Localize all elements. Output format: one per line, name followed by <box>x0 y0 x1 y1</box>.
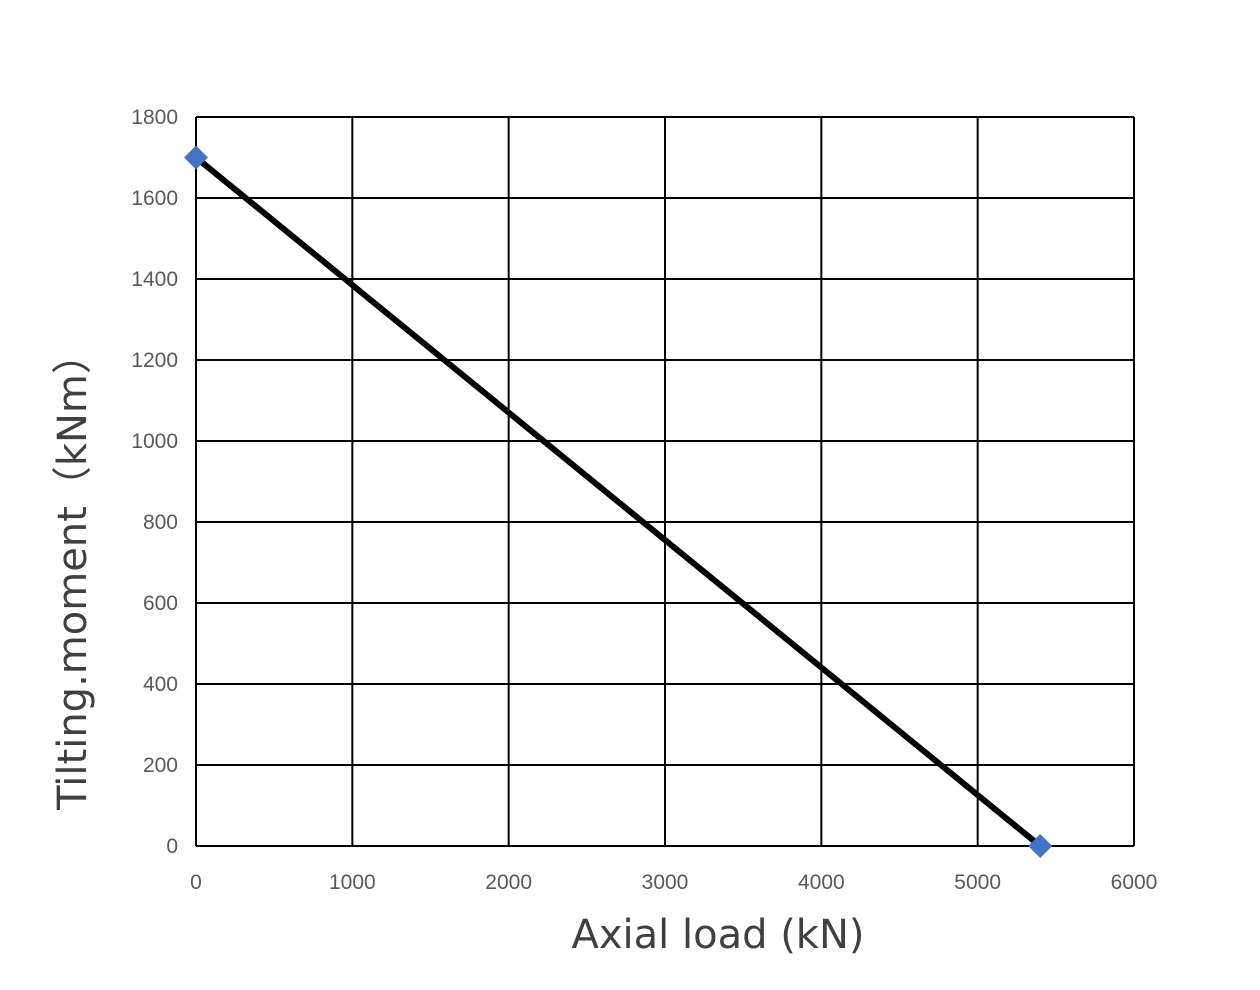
y-tick-label-5: 1000 <box>131 430 178 453</box>
y-axis-title: Tilting.moment（kNm） <box>50 334 96 811</box>
x-tick-label-3: 3000 <box>642 871 689 894</box>
series-line-0 <box>194 155 1043 849</box>
y-tick-label-1: 200 <box>143 754 178 777</box>
y-tick-label-0: 0 <box>166 835 178 858</box>
x-tick-label-1: 1000 <box>329 871 376 894</box>
x-tick-label-6: 6000 <box>1111 871 1158 894</box>
x-tick-label-5: 5000 <box>954 871 1001 894</box>
y-tick-label-8: 1600 <box>131 187 178 210</box>
y-tick-label-6: 1200 <box>131 349 178 372</box>
y-tick-label-7: 1400 <box>131 268 178 291</box>
x-tick-label-0: 0 <box>190 871 202 894</box>
x-tick-label-2: 2000 <box>485 871 532 894</box>
y-tick-labels: 0 200 400 600 800 1000 1200 1400 1600 1800 <box>131 106 178 858</box>
y-tick-label-4: 800 <box>143 511 178 534</box>
data-point-marker-1 <box>1028 834 1053 858</box>
y-tick-label-3: 600 <box>143 592 178 615</box>
x-axis-title: Axial load (kN) <box>572 912 865 958</box>
y-tick-label-2: 400 <box>143 673 178 696</box>
series-group <box>184 145 1053 858</box>
data-point-marker-0 <box>184 145 208 170</box>
y-tick-label-9: 1800 <box>131 106 178 129</box>
grid <box>195 116 1135 847</box>
x-tick-label-4: 4000 <box>798 871 845 894</box>
x-tick-labels: 0 1000 2000 3000 4000 5000 6000 <box>190 871 1157 894</box>
